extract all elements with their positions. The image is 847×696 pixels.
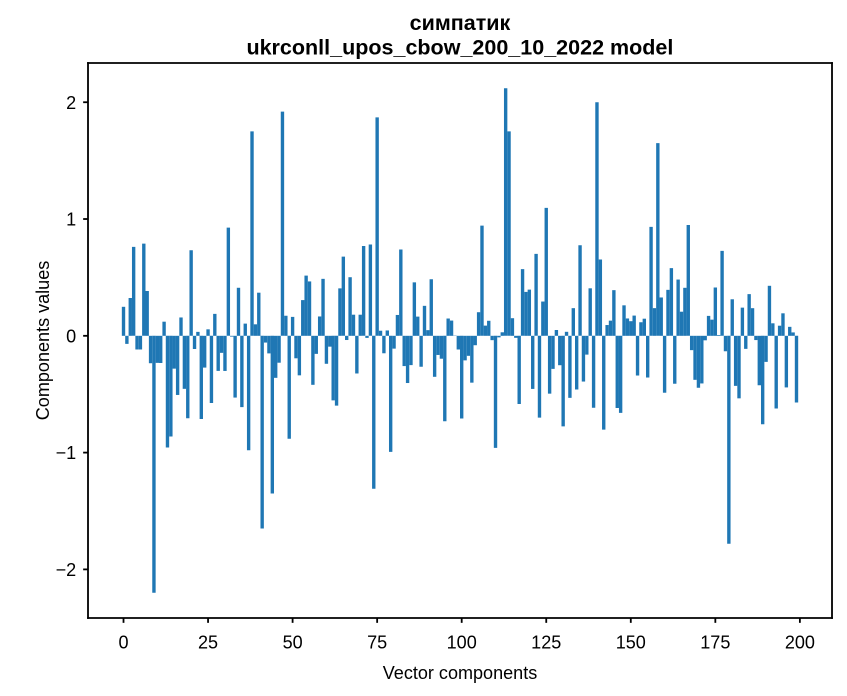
svg-text:50: 50 [283, 632, 303, 652]
svg-text:Vector components: Vector components [383, 663, 538, 683]
svg-text:175: 175 [700, 632, 730, 652]
svg-text:75: 75 [367, 632, 387, 652]
svg-text:−2: −2 [56, 560, 77, 580]
svg-text:симпатик: симпатик [410, 11, 511, 35]
svg-text:125: 125 [531, 632, 561, 652]
svg-text:100: 100 [447, 632, 477, 652]
svg-text:−1: −1 [56, 443, 77, 463]
svg-text:0: 0 [66, 326, 76, 346]
svg-text:Components values: Components values [33, 261, 53, 421]
svg-text:2: 2 [66, 93, 76, 113]
svg-text:1: 1 [66, 210, 76, 230]
svg-text:200: 200 [785, 632, 815, 652]
svg-text:25: 25 [198, 632, 218, 652]
svg-text:0: 0 [118, 632, 128, 652]
svg-text:150: 150 [616, 632, 646, 652]
svg-text:ukrconll_upos_cbow_200_10_2022: ukrconll_upos_cbow_200_10_2022 model [246, 36, 673, 60]
